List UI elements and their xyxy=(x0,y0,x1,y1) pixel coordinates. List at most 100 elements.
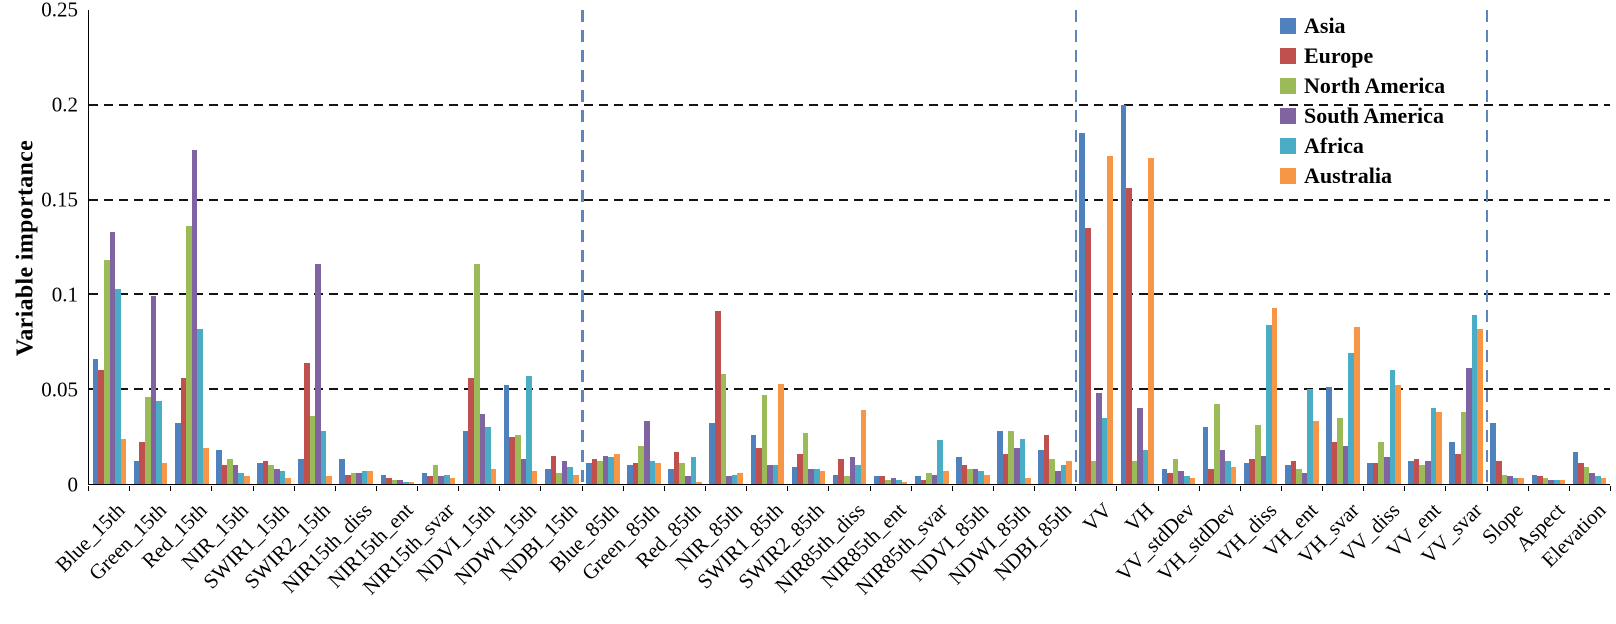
bar-group xyxy=(952,10,993,484)
bar-group xyxy=(829,10,870,484)
bar-australia xyxy=(1025,478,1031,484)
bar-south-america xyxy=(767,465,773,484)
bar-north-america xyxy=(1583,466,1590,484)
bar-africa xyxy=(1512,478,1519,484)
x-tick-mark xyxy=(581,486,583,491)
bar-africa xyxy=(197,328,203,484)
bar-group xyxy=(1446,10,1487,484)
bar-africa xyxy=(896,480,902,484)
x-tick-mark xyxy=(499,486,501,491)
bar-europe xyxy=(1290,461,1297,484)
bar-africa xyxy=(1101,417,1108,484)
legend-label: Africa xyxy=(1304,133,1364,158)
bar-group xyxy=(1363,10,1404,484)
x-tick-mark xyxy=(417,486,419,491)
legend-label: North America xyxy=(1304,73,1446,98)
bar-australia xyxy=(696,482,702,484)
bar-europe xyxy=(221,465,228,484)
bar-africa xyxy=(1430,408,1437,484)
bar-south-america xyxy=(972,468,979,484)
bar-europe xyxy=(1167,472,1173,484)
bar-africa xyxy=(690,457,697,484)
bar-australia xyxy=(1518,478,1525,484)
bar-africa xyxy=(444,474,450,484)
bar-australia xyxy=(1477,328,1483,484)
bar-africa xyxy=(1019,438,1026,484)
bar-europe xyxy=(1084,228,1091,484)
bar-africa xyxy=(156,400,162,484)
bar-north-america xyxy=(679,463,686,484)
bar-australia xyxy=(1312,421,1319,484)
bar-north-america xyxy=(1460,411,1467,484)
bar-africa xyxy=(1595,476,1601,484)
plot-area xyxy=(88,10,1610,485)
legend-label: Asia xyxy=(1304,13,1346,38)
bar-europe xyxy=(509,436,516,484)
bar-north-america xyxy=(720,374,727,484)
bar-asia xyxy=(1326,387,1332,484)
bar-asia xyxy=(586,463,592,484)
x-tick-mark xyxy=(869,486,871,491)
bar-australia xyxy=(1066,461,1072,484)
bar-north-america xyxy=(1542,478,1549,484)
gridline xyxy=(89,198,1610,201)
bar-south-america xyxy=(191,150,198,484)
bar-africa xyxy=(1183,476,1190,484)
bar-asia xyxy=(1490,423,1497,484)
bar-africa xyxy=(1060,465,1067,484)
bar-asia xyxy=(298,459,304,484)
bar-africa xyxy=(1389,370,1396,484)
bar-asia xyxy=(956,457,962,484)
y-tick-label: 0.2 xyxy=(51,92,78,117)
bar-group xyxy=(993,10,1034,484)
bar-australia xyxy=(490,468,497,484)
bar-asia xyxy=(216,449,222,484)
bar-group xyxy=(1281,10,1322,484)
bar-south-america xyxy=(1425,461,1431,484)
y-tick-label: 0.1 xyxy=(51,282,78,307)
bar-australia xyxy=(285,478,291,484)
bar-south-america xyxy=(315,264,321,484)
x-tick-mark xyxy=(1157,486,1159,491)
bar-asia xyxy=(257,463,263,484)
bar-australia xyxy=(408,482,415,484)
x-tick-mark xyxy=(787,486,789,491)
x-tick-mark xyxy=(211,486,213,491)
bar-north-america xyxy=(885,480,891,484)
x-tick-label: VV xyxy=(1078,498,1117,537)
bar-group xyxy=(1199,10,1240,484)
legend-label: Australia xyxy=(1304,163,1392,188)
bar-south-america xyxy=(1301,472,1308,484)
section-separator xyxy=(1485,10,1489,484)
bar-north-america xyxy=(638,446,644,484)
bar-north-america xyxy=(432,465,439,484)
bar-australia xyxy=(901,482,908,484)
legend: Asia Europe North America South America Afri… xyxy=(1280,13,1446,188)
bar-north-america xyxy=(309,415,316,484)
bar-south-america xyxy=(849,457,856,484)
x-tick-mark xyxy=(293,486,295,491)
bar-asia xyxy=(873,476,880,484)
bar-asia xyxy=(791,466,798,484)
y-axis-labels: 0 0.05 0.1 0.15 0.2 0.25 xyxy=(0,0,82,497)
bar-north-america xyxy=(103,260,110,484)
bar-south-america xyxy=(109,231,116,484)
bar-europe xyxy=(1126,188,1132,484)
legend-swatch xyxy=(1280,18,1296,34)
gridline xyxy=(89,103,1610,106)
bar-north-america xyxy=(1337,417,1343,484)
bar-europe xyxy=(386,478,392,484)
bar-asia xyxy=(92,358,99,484)
bar-north-america xyxy=(1131,461,1138,484)
section-separator xyxy=(581,10,584,484)
x-tick-mark xyxy=(622,486,624,491)
bar-south-america xyxy=(1342,446,1349,484)
bar-south-america xyxy=(643,421,650,484)
bar-australia xyxy=(778,383,785,484)
bar-south-america xyxy=(479,413,486,484)
bar-south-america xyxy=(1466,368,1472,484)
bar-asia xyxy=(1449,442,1455,484)
bar-group xyxy=(706,10,747,484)
bar-group xyxy=(418,10,459,484)
